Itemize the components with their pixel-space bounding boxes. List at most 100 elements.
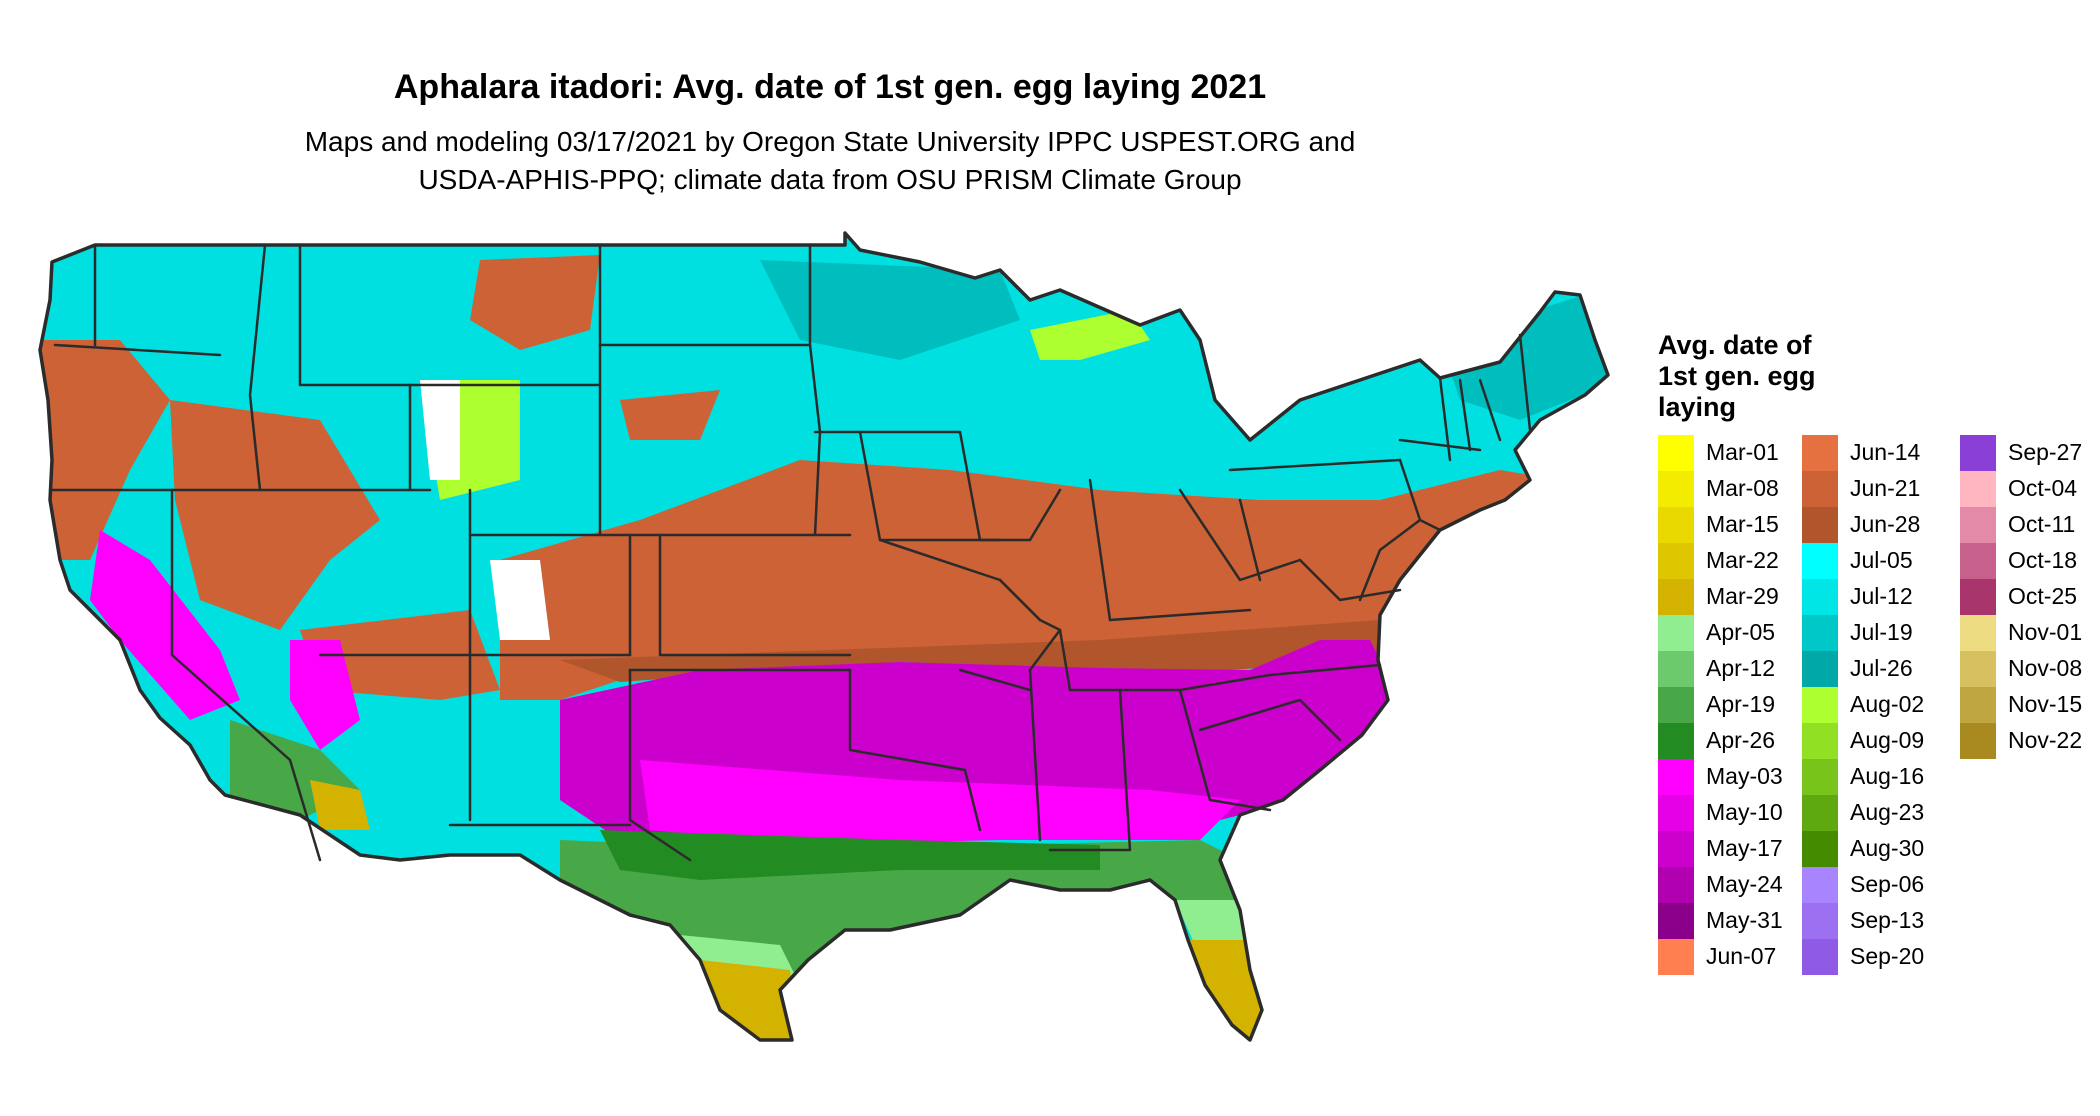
legend-item: Aug-02	[1802, 687, 1952, 723]
legend-label: Sep-06	[1850, 871, 1925, 897]
band-snow-co	[420, 380, 460, 480]
legend-label: Jun-07	[1706, 943, 1777, 969]
legend-label: Oct-18	[2008, 547, 2078, 573]
legend-label: Aug-02	[1850, 691, 1925, 717]
legend-label: Sep-13	[1850, 907, 1925, 933]
band-coast-fl	[1175, 900, 1250, 945]
legend-swatch	[1658, 507, 1694, 543]
legend-item: May-31	[1658, 903, 1808, 939]
legend-swatch	[1802, 795, 1838, 831]
legend-swatch	[1658, 471, 1694, 507]
legend-swatch	[1960, 687, 1996, 723]
band-central-dark	[560, 620, 1380, 682]
legend-swatch	[1658, 831, 1694, 867]
band-south-west	[90, 530, 240, 720]
band-tip-tx	[700, 960, 800, 1040]
legend-item: Aug-23	[1802, 795, 1952, 831]
legend-label: Nov-08	[2008, 655, 2083, 681]
legend-swatch	[1658, 867, 1694, 903]
band-central-wyoming	[620, 390, 720, 440]
legend-item: Oct-25	[1960, 579, 2100, 615]
legend-swatch	[1802, 687, 1838, 723]
legend-label: Apr-26	[1706, 727, 1776, 753]
legend-label: Nov-22	[2008, 727, 2083, 753]
legend-label: Jun-21	[1850, 475, 1921, 501]
legend-item: Jun-28	[1802, 507, 1952, 543]
legend-title-line: Avg. date of	[1658, 330, 1812, 360]
map-subtitle-line-1: Maps and modeling 03/17/2021 by Oregon S…	[304, 126, 1356, 157]
band-central-basin	[170, 400, 380, 630]
legend-swatch	[1960, 723, 1996, 759]
legend-item: Nov-22	[1960, 723, 2100, 759]
legend-label: Jun-14	[1850, 439, 1921, 465]
legend-swatch	[1802, 903, 1838, 939]
legend-item: May-03	[1658, 759, 1808, 795]
legend-label: Jul-12	[1850, 583, 1913, 609]
legend-label: May-31	[1706, 907, 1783, 933]
band-north-dark-ne	[1440, 290, 1608, 420]
legend-swatch	[1802, 507, 1838, 543]
legend-item: May-10	[1658, 795, 1808, 831]
legend-label: Jul-05	[1850, 547, 1913, 573]
legend-label: Oct-25	[2008, 583, 2078, 609]
band-south-az	[290, 640, 360, 750]
legend-swatch	[1802, 651, 1838, 687]
legend-item: Jul-19	[1802, 615, 1952, 651]
legend-column-1: Mar-01 Mar-08 Mar-15 Mar-22 Mar-29 Apr-05 Apr-…	[1658, 435, 1808, 975]
legend-swatch	[1802, 579, 1838, 615]
map-title: Aphalara itadori: Avg. date of 1st gen. …	[393, 68, 1267, 106]
legend-item: Mar-01	[1658, 435, 1808, 471]
band-gulf-dark	[600, 830, 1100, 880]
legend-item: Mar-08	[1658, 471, 1808, 507]
legend-label: Mar-08	[1706, 475, 1779, 501]
legend-item: Jul-12	[1802, 579, 1952, 615]
legend-item: Sep-06	[1802, 867, 1952, 903]
legend-swatch	[1960, 507, 1996, 543]
legend-title-line: 1st gen. egg	[1658, 361, 1816, 391]
legend-swatch	[1658, 579, 1694, 615]
legend-swatch	[1658, 615, 1694, 651]
legend-label: May-17	[1706, 835, 1783, 861]
band-north-dark	[760, 260, 1020, 360]
legend-item: Apr-26	[1658, 723, 1808, 759]
legend-label: Nov-15	[2008, 691, 2083, 717]
band-central-montana	[470, 255, 600, 350]
legend-item: Oct-18	[1960, 543, 2100, 579]
legend-label: Mar-01	[1706, 439, 1779, 465]
legend-label: Oct-11	[2008, 511, 2076, 537]
legend-label: Aug-30	[1850, 835, 1925, 861]
legend-item: Jun-21	[1802, 471, 1952, 507]
legend-item: Aug-16	[1802, 759, 1952, 795]
legend-swatch	[1658, 435, 1694, 471]
legend-swatch	[1960, 651, 1996, 687]
legend-swatch	[1658, 687, 1694, 723]
legend-swatch	[1802, 831, 1838, 867]
legend-swatch	[1658, 723, 1694, 759]
legend-swatch	[1960, 435, 1996, 471]
legend-swatch	[1960, 615, 1996, 651]
legend-swatch	[1802, 939, 1838, 975]
legend-item: Nov-08	[1960, 651, 2100, 687]
legend-column-2: Jun-14 Jun-21 Jun-28 Jul-05 Jul-12 Jul-19 Jul-…	[1802, 435, 1952, 975]
legend-swatch	[1658, 903, 1694, 939]
legend-item: Jun-07	[1658, 939, 1808, 975]
band-alpine-mi	[1030, 310, 1150, 360]
legend-label: Apr-12	[1706, 655, 1776, 681]
legend-swatch	[1960, 471, 1996, 507]
legend-item: Aug-09	[1802, 723, 1952, 759]
legend-swatch	[1658, 759, 1694, 795]
legend-swatch	[1802, 867, 1838, 903]
legend-item: May-24	[1658, 867, 1808, 903]
legend-swatch	[1658, 795, 1694, 831]
legend-swatch	[1802, 615, 1838, 651]
legend-label: Apr-19	[1706, 691, 1776, 717]
legend-item: Mar-22	[1658, 543, 1808, 579]
legend-label: Sep-20	[1850, 943, 1925, 969]
band-snow-ut	[490, 560, 550, 640]
legend-label: May-10	[1706, 799, 1783, 825]
legend-label: Apr-05	[1706, 619, 1776, 645]
legend-item: Apr-05	[1658, 615, 1808, 651]
legend-label: Aug-16	[1850, 763, 1925, 789]
band-south-bright	[640, 760, 1240, 845]
legend-swatch	[1802, 723, 1838, 759]
